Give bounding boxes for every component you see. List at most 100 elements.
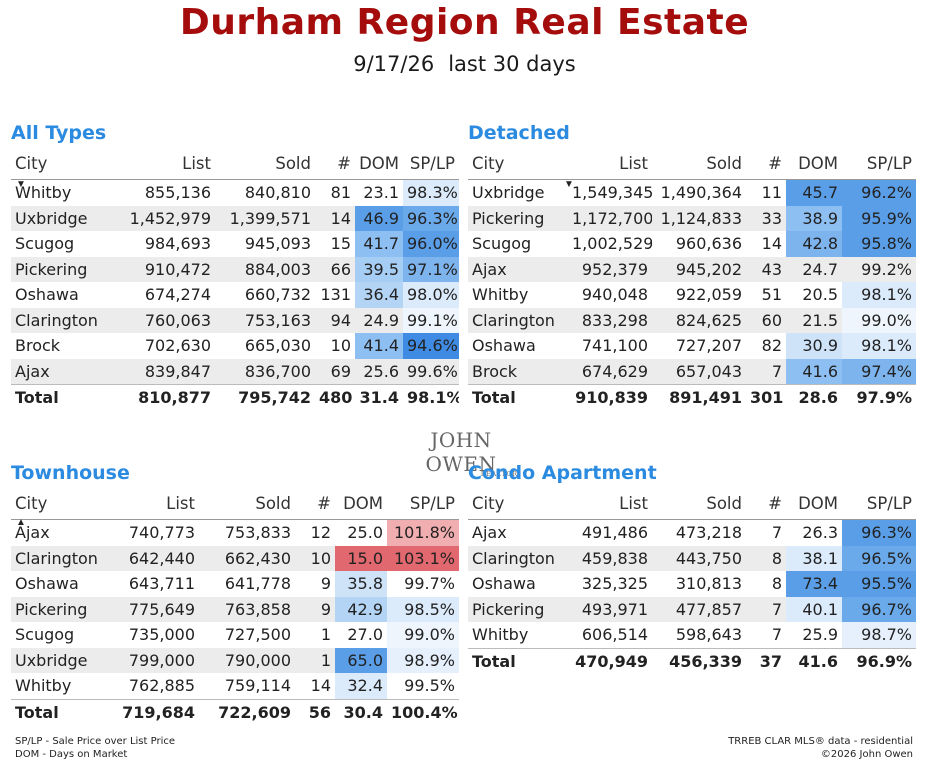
cell-splp: 98.7%	[842, 622, 916, 648]
cell-city: Whitby	[472, 285, 529, 305]
column-header-dom[interactable]: DOM	[343, 493, 383, 513]
cell-splp: 96.2%	[842, 179, 916, 206]
cell-splp: 98.1%	[842, 282, 916, 308]
table-row[interactable]: Oshawa 643,711 641,778 9 35.8 99.7%	[11, 571, 459, 597]
column-header-sold[interactable]: Sold	[275, 153, 311, 173]
table-row[interactable]: Clarington 642,440 662,430 10 15.0 103.1%	[11, 545, 459, 571]
cell-count: 131	[320, 285, 351, 305]
table-row[interactable]: Clarington 833,298 824,625 60 21.5 99.0%	[468, 307, 916, 333]
cell-count: 8	[746, 545, 786, 571]
table-row[interactable]: Uxbridge 1,549,345 1,490,364 11 45.7 96.2%	[468, 179, 916, 206]
cell-city: Uxbridge	[11, 647, 111, 673]
cell-sold: 660,732	[244, 285, 311, 305]
cell-list: 762,885	[128, 676, 195, 696]
table-row[interactable]: Uxbridge 799,000 790,000 1 65.0 98.9%	[11, 647, 459, 673]
panel-townhouse: Townhouse City List Sold # DOM SP/LP Aja…	[11, 459, 459, 725]
table-row[interactable]: Clarington 760,063 753,163 94 24.9 99.1%	[11, 307, 459, 333]
cell-sold: 641,778	[224, 574, 291, 594]
column-header-splp[interactable]: SP/LP	[866, 153, 912, 173]
table-row[interactable]: Whitby 855,136 840,810 81 23.1 98.3%	[11, 179, 459, 206]
cell-city: Ajax	[15, 523, 50, 543]
column-header-splp[interactable]: SP/LP	[409, 153, 455, 173]
table-row[interactable]: Oshawa 325,325 310,813 8 73.4 95.5%	[468, 571, 916, 597]
cell-sold: 836,700	[215, 358, 315, 385]
table-row[interactable]: Whitby 606,514 598,643 7 25.9 98.7%	[468, 622, 916, 648]
cell-splp: 99.0%	[387, 622, 459, 648]
cell-city: Clarington	[11, 545, 111, 571]
cell-splp: 99.2%	[842, 256, 916, 282]
table-row[interactable]: Ajax 839,847 836,700 69 25.6 99.6%	[11, 358, 459, 385]
total-list: 719,684	[111, 698, 199, 725]
column-header-sold[interactable]: Sold	[255, 493, 291, 513]
column-header-count[interactable]: #	[768, 493, 782, 513]
table-row[interactable]: Brock 674,629 657,043 7 41.6 97.4%	[468, 358, 916, 385]
column-header-dom[interactable]: DOM	[359, 153, 399, 173]
column-header-list[interactable]: List	[619, 153, 648, 173]
column-header-list[interactable]: List	[182, 153, 211, 173]
column-header-splp[interactable]: SP/LP	[866, 493, 912, 513]
column-header-city[interactable]: City	[15, 493, 48, 513]
cell-dom: 23.1	[363, 183, 399, 203]
column-header-splp[interactable]: SP/LP	[409, 493, 455, 513]
total-label: Total	[11, 384, 111, 411]
table-row[interactable]: Ajax 952,379 945,202 43 24.7 99.2%	[468, 256, 916, 282]
table-row[interactable]: Ajax 740,773 753,833 12 25.0 101.8%	[11, 519, 459, 546]
column-header-list[interactable]: List	[166, 493, 195, 513]
cell-list: 1,002,529	[572, 234, 652, 254]
column-header-list[interactable]: List	[619, 493, 648, 513]
cell-sold: 1,124,833	[652, 205, 746, 231]
cell-dom: 41.7	[355, 231, 403, 257]
table-row[interactable]: Pickering 775,649 763,858 9 42.9 98.5%	[11, 596, 459, 622]
table-row[interactable]: Scugog 1,002,529 960,636 14 42.8 95.8%	[468, 231, 916, 257]
cell-dom: 32.4	[335, 673, 387, 699]
table-row[interactable]: Oshawa 674,274 660,732 131 36.4 98.0%	[11, 282, 459, 308]
cell-dom: 38.9	[786, 205, 842, 231]
table-row[interactable]: Pickering 493,971 477,857 7 40.1 96.7%	[468, 596, 916, 622]
cell-count: 1	[295, 647, 335, 673]
cell-splp: 99.7%	[404, 574, 455, 594]
cell-sold: 884,003	[215, 256, 315, 282]
cell-splp: 96.7%	[842, 596, 916, 622]
cell-list: 1,549,345	[572, 183, 652, 203]
column-header-city[interactable]: City	[15, 153, 48, 173]
total-dom: 28.6	[786, 384, 842, 411]
column-header-dom[interactable]: DOM	[798, 493, 838, 513]
cell-city: Clarington	[468, 307, 568, 333]
total-sold: 722,609	[199, 698, 295, 725]
table-row[interactable]: Scugog 984,693 945,093 15 41.7 96.0%	[11, 231, 459, 257]
sort-descending-icon[interactable]: ▼	[564, 179, 574, 190]
table-row[interactable]: Ajax 491,486 473,218 7 26.3 96.3%	[468, 519, 916, 546]
cell-count: 51	[761, 285, 782, 305]
sort-ascending-icon[interactable]: ▲	[16, 517, 26, 528]
cell-dom: 41.6	[786, 358, 842, 385]
panel-all-types: All Types City List Sold # DOM SP/LP Whi…	[11, 119, 459, 411]
table-row[interactable]: Brock 702,630 665,030 10 41.4 94.6%	[11, 333, 459, 359]
table-row[interactable]: Whitby 762,885 759,114 14 32.4 99.5%	[11, 673, 459, 699]
table-row[interactable]: Pickering 910,472 884,003 66 39.5 97.1%	[11, 256, 459, 282]
table-row[interactable]: Uxbridge 1,452,979 1,399,571 14 46.9 96.3%	[11, 205, 459, 231]
cell-count: 69	[315, 358, 355, 385]
cell-sold: 840,810	[244, 183, 311, 203]
table-row[interactable]: Oshawa 741,100 727,207 82 30.9 98.1%	[468, 333, 916, 359]
column-header-count[interactable]: #	[768, 153, 782, 173]
column-header-city[interactable]: City	[472, 153, 505, 173]
cell-sold: 945,202	[652, 256, 746, 282]
cell-dom: 21.5	[786, 307, 842, 333]
sort-descending-icon[interactable]: ▼	[16, 179, 26, 190]
column-header-sold[interactable]: Sold	[706, 153, 742, 173]
cell-sold: 922,059	[675, 285, 742, 305]
cell-city: Brock	[15, 336, 61, 356]
column-header-city[interactable]: City	[472, 493, 505, 513]
table-row[interactable]: Pickering 1,172,700 1,124,833 33 38.9 95.9%	[468, 205, 916, 231]
column-header-count[interactable]: #	[337, 153, 351, 173]
cell-count: 7	[771, 523, 782, 543]
column-header-count[interactable]: #	[317, 493, 331, 513]
table-row[interactable]: Whitby 940,048 922,059 51 20.5 98.1%	[468, 282, 916, 308]
table-row[interactable]: Clarington 459,838 443,750 8 38.1 96.5%	[468, 545, 916, 571]
cell-splp: 99.5%	[404, 676, 455, 696]
total-list: 470,949	[568, 647, 652, 674]
cell-sold: 443,750	[652, 545, 746, 571]
column-header-dom[interactable]: DOM	[798, 153, 838, 173]
column-header-sold[interactable]: Sold	[706, 493, 742, 513]
table-row[interactable]: Scugog 735,000 727,500 1 27.0 99.0%	[11, 622, 459, 648]
